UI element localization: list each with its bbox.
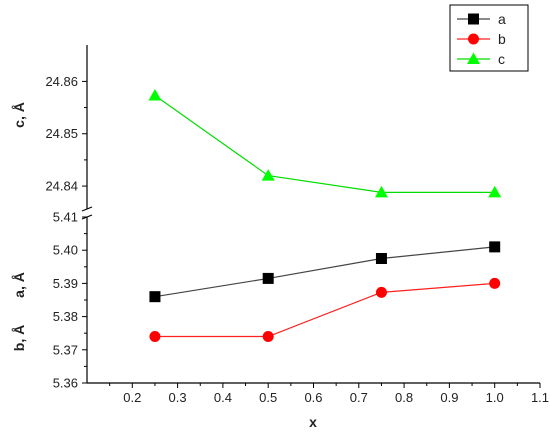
legend-marker-b	[468, 33, 479, 45]
x-tick-label: 0.8	[395, 390, 413, 405]
y-tick-label: 5.41	[53, 210, 78, 225]
data-point-c	[261, 169, 275, 181]
x-tick-label: 1.1	[531, 390, 549, 405]
legend-marker-a	[468, 13, 479, 25]
data-point-b	[489, 277, 501, 289]
x-tick-label: 0.6	[304, 390, 322, 405]
legend-label-b: b	[498, 31, 506, 47]
data-point-b	[149, 331, 161, 343]
legend-marker-c	[467, 52, 480, 64]
data-point-b	[262, 331, 274, 343]
y-tick-label: 24.86	[45, 74, 78, 89]
series-line-c	[154, 95, 495, 193]
x-tick-label: 0.3	[169, 390, 187, 405]
x-tick-label: 1.0	[486, 390, 504, 405]
y-tick-label: 5.36	[53, 376, 78, 391]
axis-break-mark	[81, 206, 93, 212]
y-axis-title-lower-b: b, Å	[11, 325, 27, 351]
legend-box	[449, 4, 529, 72]
series-line-a	[154, 246, 495, 298]
y-tick-label: 24.85	[45, 126, 78, 141]
y-axis-title-upper: c, Å	[11, 102, 27, 128]
data-point-c	[148, 89, 162, 101]
x-tick-label: 0.2	[123, 390, 141, 405]
x-tick-label: 0.7	[350, 390, 368, 405]
data-point-c	[488, 185, 502, 198]
legend-label-c: c	[498, 51, 505, 67]
y-axis-title-lower-a: a, Å	[11, 272, 27, 298]
data-point-a	[375, 253, 387, 264]
x-tick-label: 0.4	[214, 390, 232, 405]
y-tick-label: 24.84	[45, 179, 78, 194]
series-line-b	[154, 282, 495, 338]
x-axis-title: x	[309, 414, 317, 430]
axes: 0.2 0.3 0.4 0.5 0.6 0.7 0.8 0.9 1.0 1.1 24.84 24.85…	[11, 45, 549, 430]
y-tick-label: 5.37	[53, 342, 78, 357]
data-point-a	[489, 241, 501, 253]
legend: abc	[449, 4, 529, 72]
data-point-a	[262, 272, 274, 284]
y-tick-label: 5.40	[53, 243, 78, 258]
data-point-b	[375, 286, 387, 298]
y-tick-label: 5.39	[53, 276, 78, 291]
x-tick-label: 0.5	[259, 390, 277, 405]
data-point-c	[374, 185, 388, 198]
x-tick-label: 0.9	[440, 390, 458, 405]
series-lines	[154, 95, 495, 338]
legend-label-a: a	[498, 11, 506, 27]
y-tick-label: 5.38	[53, 309, 78, 324]
series-markers	[148, 89, 502, 343]
data-point-a	[149, 291, 161, 303]
